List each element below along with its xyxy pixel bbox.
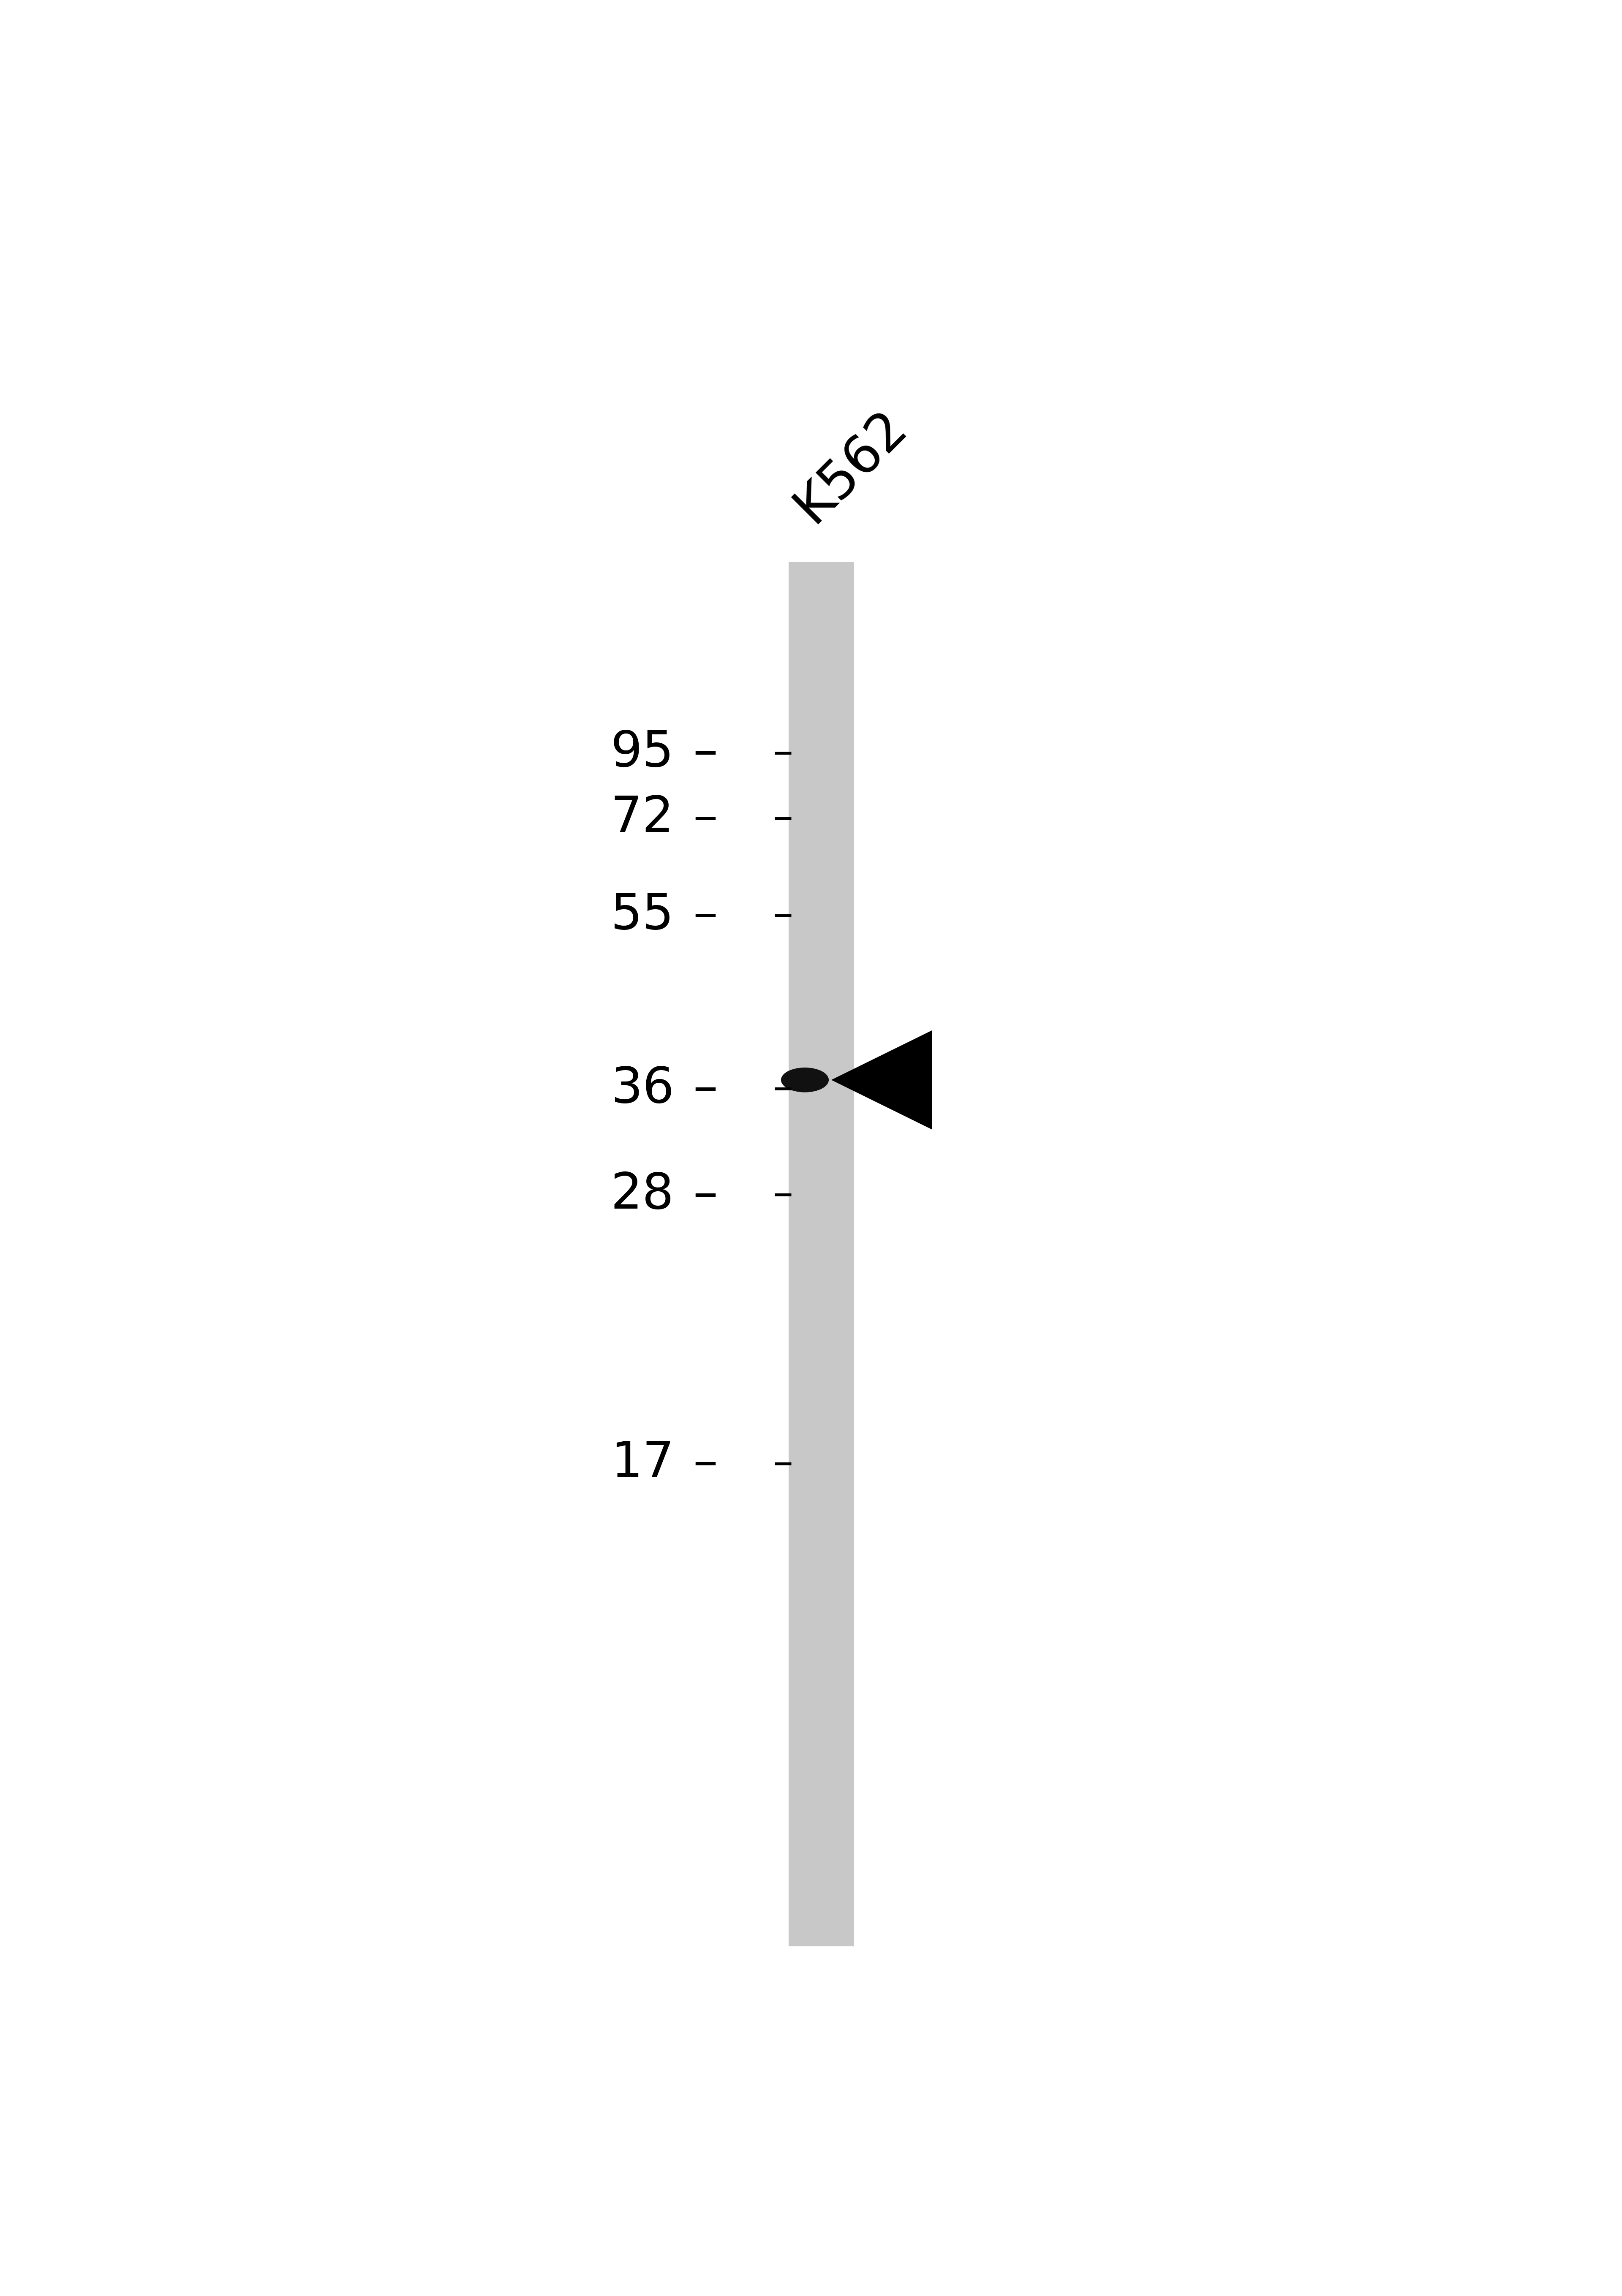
Bar	[788, 563, 853, 1947]
Text: 28: 28	[610, 1171, 675, 1219]
Text: 36: 36	[611, 1065, 675, 1114]
Text: –: –	[693, 891, 719, 939]
Text: 72: 72	[610, 794, 675, 843]
Ellipse shape	[780, 1068, 829, 1093]
Text: 17: 17	[611, 1440, 675, 1488]
Text: K562: K562	[785, 400, 916, 533]
Text: 55: 55	[610, 891, 675, 939]
Text: –: –	[693, 1065, 719, 1114]
Text: –: –	[693, 1440, 719, 1488]
Text: 95: 95	[611, 728, 675, 776]
Text: –: –	[693, 794, 719, 843]
Polygon shape	[830, 1031, 931, 1130]
Text: –: –	[693, 1171, 719, 1219]
Text: –: –	[693, 728, 719, 776]
